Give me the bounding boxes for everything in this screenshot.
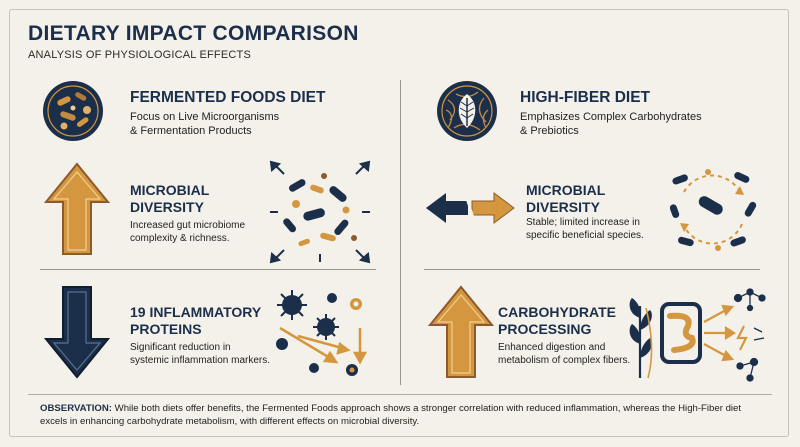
fiber-diversity-desc-line1: Stable; limited increase in	[526, 217, 640, 228]
fermented-diversity-desc-line1: Increased gut microbiome	[130, 220, 246, 231]
observation-label: OBSERVATION:	[40, 403, 112, 414]
fiber-diversity-desc-line2: specific beneficial species.	[526, 230, 644, 241]
inflammatory-desc-line1: Significant reduction in	[130, 342, 231, 353]
high-fiber-diet-desc-line1: Emphasizes Complex Carbohydrates	[520, 111, 702, 123]
infographic-frame	[9, 9, 789, 437]
fermented-diversity-title-line1: MICROBIAL	[130, 182, 210, 198]
vertical-divider	[400, 80, 401, 385]
left-divider	[40, 269, 376, 270]
inflammatory-desc-line2: systemic inflammation markers.	[130, 355, 271, 366]
carb-processing-desc-line1: Enhanced digestion and	[498, 342, 606, 353]
down-arrow-icon	[44, 285, 110, 379]
inflammatory-proteins-icon	[270, 284, 372, 384]
fermented-diversity-desc-line2: complexity & richness.	[130, 233, 230, 244]
carb-processing-desc-line2: metabolism of complex fibers.	[498, 355, 631, 366]
inflammatory-title-line2: PROTEINS	[130, 321, 202, 337]
fiber-leaf-badge-icon	[436, 80, 498, 142]
fermented-diet-desc-line1: Focus on Live Microorganisms	[130, 111, 280, 123]
inflammatory-title-line1: 19 INFLAMMATORY	[130, 304, 262, 320]
page-subtitle: ANALYSIS OF PHYSIOLOGICAL EFFECTS	[28, 49, 251, 61]
fermented-diversity-title-line2: DIVERSITY	[130, 199, 204, 215]
observation-text: While both diets offer benefits, the Fer…	[40, 403, 742, 427]
carb-processing-title-line1: CARBOHYDRATE	[498, 304, 616, 320]
page-title: DIETARY IMPACT COMPARISON	[28, 22, 359, 45]
bidirectional-arrow-icon	[424, 190, 516, 226]
carb-up-arrow-icon	[428, 285, 494, 379]
high-fiber-diet-title: HIGH-FIBER DIET	[520, 89, 651, 106]
fermented-diet-title: FERMENTED FOODS DIET	[130, 89, 326, 106]
bacteria-cycle-icon	[664, 162, 760, 256]
observation-note: OBSERVATION: While both diets offer bene…	[40, 402, 770, 428]
bacteria-cluster-icon	[268, 160, 372, 264]
right-divider	[424, 269, 760, 270]
microbes-badge-icon	[42, 80, 104, 142]
up-arrow-icon	[44, 162, 110, 256]
carb-processing-title-line2: PROCESSING	[498, 321, 592, 337]
carb-processing-icon	[626, 288, 768, 384]
fermented-diet-desc-line2: & Fermentation Products	[130, 125, 252, 137]
high-fiber-diet-desc-line2: & Prebiotics	[520, 125, 579, 137]
fiber-diversity-title-line1: MICROBIAL	[526, 182, 606, 198]
footer-divider	[28, 394, 772, 395]
fiber-diversity-title-line2: DIVERSITY	[526, 199, 600, 215]
